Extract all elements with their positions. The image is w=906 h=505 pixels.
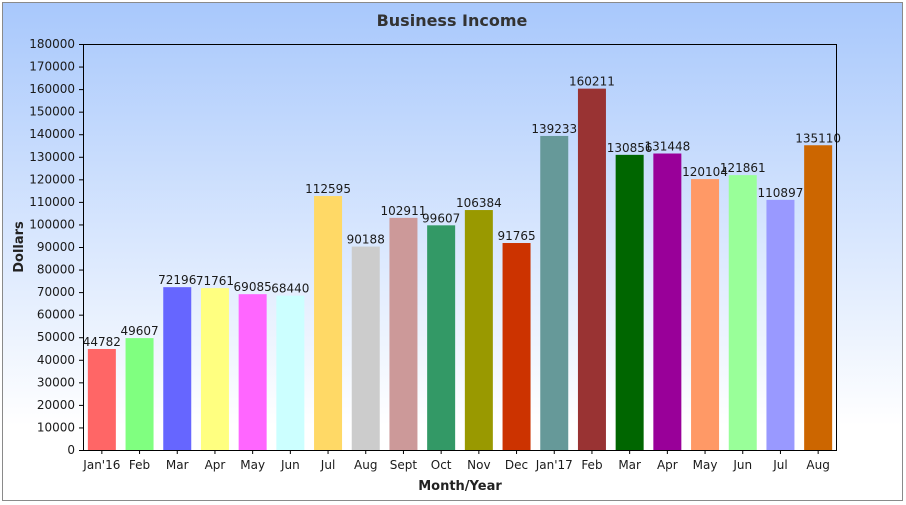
bar (464, 210, 493, 450)
x-axis-label: Month/Year (418, 479, 502, 494)
y-tick-label: 20000 (37, 398, 75, 412)
y-tick-label: 100000 (29, 217, 75, 231)
x-tick-label: Jun (280, 458, 300, 472)
y-tick-label: 0 (67, 443, 75, 457)
x-tick-label: Feb (581, 458, 602, 472)
bar (238, 294, 267, 450)
x-tick-label: Jul (320, 458, 335, 472)
data-label: 120104 (682, 165, 728, 179)
data-label: 139233 (531, 122, 577, 136)
x-tick-label: Oct (431, 458, 452, 472)
data-label: 71761 (196, 274, 234, 288)
bar (615, 154, 644, 450)
y-tick-label: 170000 (29, 60, 75, 74)
data-label: 135110 (795, 131, 841, 145)
bar (577, 88, 606, 450)
x-tick-label: Dec (505, 458, 528, 472)
bar (653, 153, 682, 451)
data-label: 131448 (644, 140, 690, 154)
data-label: 68440 (271, 282, 309, 296)
y-tick-label: 90000 (37, 240, 75, 254)
data-label: 91765 (497, 229, 535, 243)
y-tick-label: 40000 (37, 353, 75, 367)
x-tick-label: Mar (166, 458, 189, 472)
y-tick-label: 120000 (29, 172, 75, 186)
y-tick-label: 110000 (29, 195, 75, 209)
y-tick-label: 30000 (37, 375, 75, 389)
bar (351, 246, 380, 450)
data-label: 49607 (120, 324, 158, 338)
y-tick-label: 80000 (37, 263, 75, 277)
x-tick-label: Mar (618, 458, 641, 472)
x-tick-label: May (693, 458, 718, 472)
data-label: 99607 (422, 211, 460, 225)
x-tick-label: Aug (806, 458, 829, 472)
y-tick-label: 160000 (29, 82, 75, 96)
y-tick-label: 180000 (29, 37, 75, 51)
x-tick-label: Aug (354, 458, 377, 472)
data-label: 102911 (381, 204, 427, 218)
data-label: 69085 (234, 280, 272, 294)
x-tick-label: Apr (657, 458, 678, 472)
bar (125, 338, 154, 450)
bar (540, 135, 569, 450)
bar (389, 217, 418, 450)
data-label: 112595 (305, 182, 351, 196)
data-label: 160211 (569, 75, 615, 89)
bar (804, 145, 833, 450)
bar (766, 199, 795, 450)
bar (502, 243, 531, 450)
plot-frame (83, 44, 837, 451)
data-label: 44782 (83, 335, 121, 349)
y-axis-label: Dollars (12, 221, 27, 273)
data-label: 130856 (607, 141, 653, 155)
y-tick-label: 60000 (37, 308, 75, 322)
data-label: 106384 (456, 196, 502, 210)
y-tick-label: 70000 (37, 285, 75, 299)
y-tick-label: 10000 (37, 420, 75, 434)
y-tick-label: 130000 (29, 150, 75, 164)
x-tick-label: Sept (390, 458, 418, 472)
bar (87, 348, 116, 450)
bar (691, 179, 720, 450)
x-tick-label: Jan'17 (535, 458, 573, 472)
bar (314, 196, 343, 450)
data-label: 121861 (720, 161, 766, 175)
y-tick-label: 140000 (29, 127, 75, 141)
x-tick-label: Apr (205, 458, 226, 472)
x-tick-label: Jan'16 (82, 458, 120, 472)
x-tick-label: May (240, 458, 265, 472)
bar (427, 225, 456, 450)
data-label: 72196 (158, 273, 196, 287)
x-tick-label: Jul (772, 458, 787, 472)
x-tick-label: Jun (732, 458, 752, 472)
y-tick-label: 150000 (29, 105, 75, 119)
y-tick-label: 50000 (37, 330, 75, 344)
data-label: 110897 (758, 186, 804, 200)
x-tick-label: Nov (467, 458, 490, 472)
bar (728, 175, 757, 450)
bar (163, 287, 192, 450)
bar (276, 295, 305, 450)
bar (200, 288, 229, 450)
data-label: 90188 (347, 233, 385, 247)
chart-title: Business Income (377, 11, 528, 30)
x-tick-label: Feb (129, 458, 150, 472)
